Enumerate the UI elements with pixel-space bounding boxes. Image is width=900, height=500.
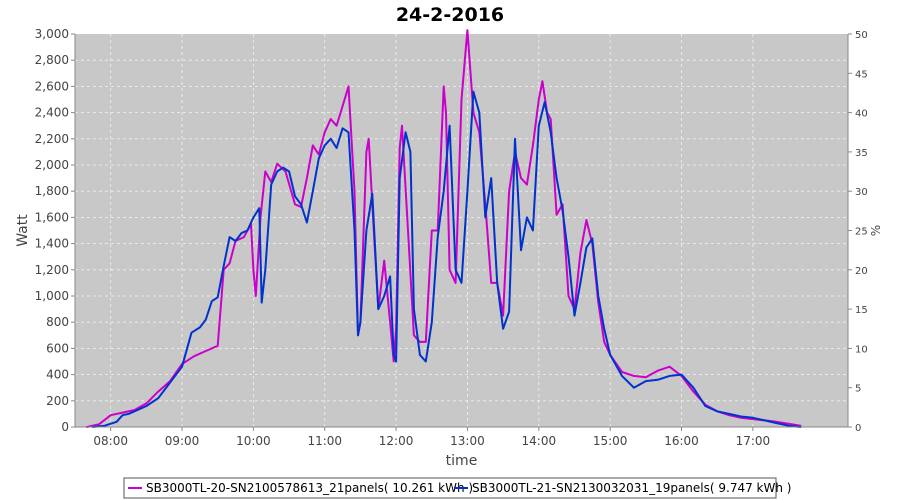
y-tick-label: 2,800 [35, 53, 69, 67]
y2-tick-label: 45 [855, 69, 868, 80]
y2-tick-label: 50 [855, 30, 868, 41]
y2-tick-label: 15 [855, 305, 868, 316]
y2-tick-label: 5 [855, 384, 861, 395]
grid [75, 34, 848, 427]
y2-tick-label: 20 [855, 266, 868, 277]
y-tick-label: 1,000 [35, 289, 69, 303]
y-tick-label: 400 [46, 368, 69, 382]
x-tick-label: 09:00 [165, 434, 200, 448]
y2-tick-label: 0 [855, 423, 861, 434]
y-tick-label: 800 [46, 315, 69, 329]
x-tick-label: 11:00 [307, 434, 342, 448]
y2-axis-label: % [869, 225, 883, 236]
y-tick-label: 2,000 [35, 158, 69, 172]
y2-tick-label: 40 [855, 109, 868, 120]
x-tick-label: 16:00 [664, 434, 699, 448]
y2-tick-label: 30 [855, 187, 868, 198]
y-tick-label: 3,000 [35, 27, 69, 41]
legend-label-1: SB3000TL-20-SN2100578613_21panels( 10.26… [146, 481, 473, 495]
legend-box [123, 477, 777, 499]
x-axis-label: time [446, 453, 478, 469]
series-line-2 [91, 90, 802, 428]
y-tick-label: 1,600 [35, 210, 69, 224]
y-tick-label: 2,400 [35, 106, 69, 120]
series-layer [85, 29, 802, 428]
y-tick-label: 1,400 [35, 237, 69, 251]
x-tick-label: 17:00 [736, 434, 771, 448]
axes: 02004006008001,0001,2001,4001,6001,8002,… [35, 27, 868, 448]
y-axis-label: Watt [15, 214, 31, 247]
y-tick-label: 1,800 [35, 184, 69, 198]
legend-label-2: SB3000TL-21-SN2130032031_19panels( 9.747… [472, 481, 791, 495]
y2-tick-label: 10 [855, 344, 868, 355]
y-tick-label: 2,200 [35, 132, 69, 146]
y-tick-label: 0 [61, 420, 69, 434]
x-tick-label: 10:00 [236, 434, 271, 448]
y-tick-label: 200 [46, 394, 69, 408]
x-tick-label: 15:00 [593, 434, 628, 448]
chart-title: 24-2-2016 [396, 4, 504, 26]
series-line-1 [85, 29, 802, 428]
y2-tick-label: 25 [855, 227, 868, 238]
y-tick-label: 600 [46, 341, 69, 355]
x-tick-label: 08:00 [93, 434, 128, 448]
legend: SB3000TL-20-SN2100578613_21panels( 10.26… [123, 477, 791, 499]
x-tick-label: 13:00 [450, 434, 485, 448]
y-tick-label: 2,600 [35, 79, 69, 93]
y-tick-label: 1,200 [35, 263, 69, 277]
x-tick-label: 12:00 [379, 434, 414, 448]
x-tick-label: 14:00 [522, 434, 557, 448]
y2-tick-label: 35 [855, 148, 868, 159]
